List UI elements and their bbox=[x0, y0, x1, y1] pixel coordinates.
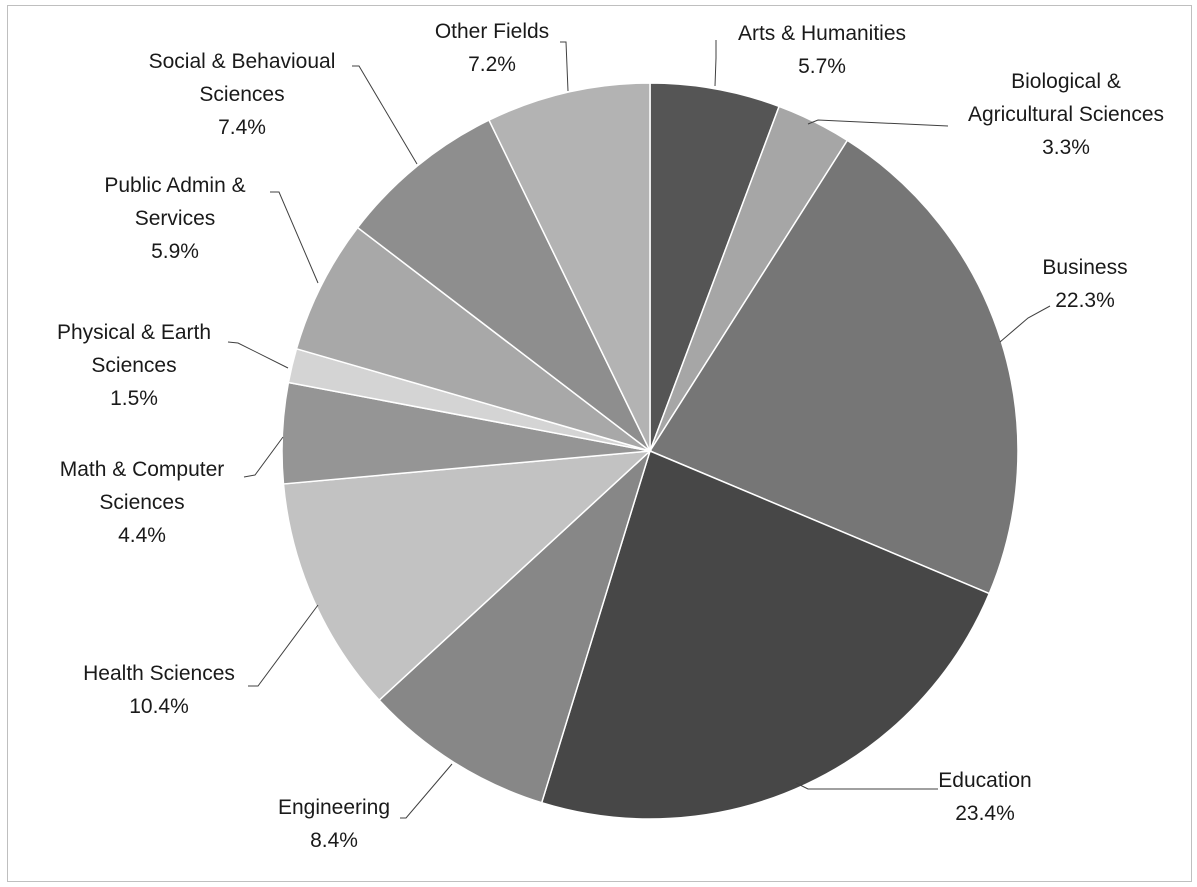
slice-label-health-sciences: Health Sciences 10.4% bbox=[83, 662, 235, 718]
leader-line-physical-and-earth-sciences bbox=[227, 341, 289, 369]
slice-name-label: Other Fields bbox=[435, 20, 549, 43]
leader-line-public-admin-and-services bbox=[270, 191, 319, 284]
slice-name-label: Agricultural Sciences bbox=[968, 103, 1164, 126]
slice-percent-label: 1.5% bbox=[110, 387, 158, 410]
leader-line-business bbox=[999, 305, 1051, 343]
leader-line-health-sciences bbox=[248, 604, 319, 687]
slice-name-label: Sciences bbox=[99, 491, 184, 514]
slice-label-education: Education 23.4% bbox=[938, 769, 1031, 825]
pie-slice-health-sciences bbox=[282, 450, 653, 702]
slice-label-other-fields: Other Fields 7.2% bbox=[435, 20, 549, 76]
slice-percent-label: 4.4% bbox=[118, 524, 166, 547]
slice-percent-label: 7.2% bbox=[468, 53, 516, 76]
leader-line-education bbox=[795, 782, 938, 790]
leader-line-biological-and-agricultural-sciences bbox=[807, 119, 949, 127]
slice-label-engineering: Engineering 8.4% bbox=[278, 796, 390, 852]
slice-label-physical-and-earth-sciences: Physical & Earth Sciences 1.5% bbox=[57, 321, 211, 410]
leader-line-social-and-behavioual-sciences bbox=[352, 65, 418, 165]
slice-name-label: Health Sciences bbox=[83, 662, 235, 685]
leader-line-other-fields bbox=[560, 41, 569, 92]
slice-label-social-and-behavioual-sciences: Social & Behavioual Sciences 7.4% bbox=[149, 50, 336, 139]
slice-name-label: Sciences bbox=[199, 83, 284, 106]
pie-slice-education bbox=[540, 449, 991, 820]
leader-line-arts-and-humanities bbox=[714, 40, 717, 87]
slice-percent-label: 23.4% bbox=[955, 802, 1015, 825]
slice-name-label: Sciences bbox=[91, 354, 176, 377]
slice-name-label: Business bbox=[1042, 256, 1127, 279]
slice-percent-label: 5.7% bbox=[798, 55, 846, 78]
slice-label-arts-and-humanities: Arts & Humanities 5.7% bbox=[738, 22, 906, 78]
slice-name-label: Physical & Earth bbox=[57, 321, 211, 344]
leader-line-engineering bbox=[400, 763, 453, 819]
slice-name-label: Education bbox=[938, 769, 1031, 792]
slice-labels: Arts & Humanities 5.7% Biological & Agricul… bbox=[57, 20, 1164, 852]
slice-percent-label: 22.3% bbox=[1055, 289, 1115, 312]
slice-percent-label: 7.4% bbox=[218, 116, 266, 139]
slice-name-label: Services bbox=[135, 207, 216, 230]
slice-name-label: Arts & Humanities bbox=[738, 22, 906, 45]
pie-slices bbox=[281, 82, 1019, 820]
slice-label-biological-and-agricultural-sciences: Biological & Agricultural Sciences 3.3% bbox=[968, 70, 1164, 159]
slice-percent-label: 3.3% bbox=[1042, 136, 1090, 159]
slice-label-public-admin-and-services: Public Admin & Services 5.9% bbox=[104, 174, 245, 263]
leader-line-math-and-computer-sciences bbox=[243, 436, 284, 478]
slice-name-label: Biological & bbox=[1011, 70, 1121, 93]
pie-slice-engineering bbox=[378, 448, 652, 804]
pie-slice-other-fields bbox=[487, 82, 651, 452]
slice-label-business: Business 22.3% bbox=[1042, 256, 1127, 312]
slice-name-label: Social & Behavioual bbox=[149, 50, 336, 73]
slice-label-math-and-computer-sciences: Math & Computer Sciences 4.4% bbox=[60, 458, 225, 547]
slice-name-label: Engineering bbox=[278, 796, 390, 819]
slice-percent-label: 5.9% bbox=[151, 240, 199, 263]
pie-slice-arts-and-humanities bbox=[649, 82, 781, 452]
pie-slice-social-and-behavioual-sciences bbox=[356, 119, 651, 452]
leader-lines bbox=[227, 40, 1051, 819]
slice-percent-label: 8.4% bbox=[310, 829, 358, 852]
slice-name-label: Math & Computer bbox=[60, 458, 225, 481]
slice-name-label: Public Admin & bbox=[104, 174, 245, 197]
pie-slice-public-admin-and-services bbox=[295, 226, 651, 452]
slice-percent-label: 10.4% bbox=[129, 695, 189, 718]
